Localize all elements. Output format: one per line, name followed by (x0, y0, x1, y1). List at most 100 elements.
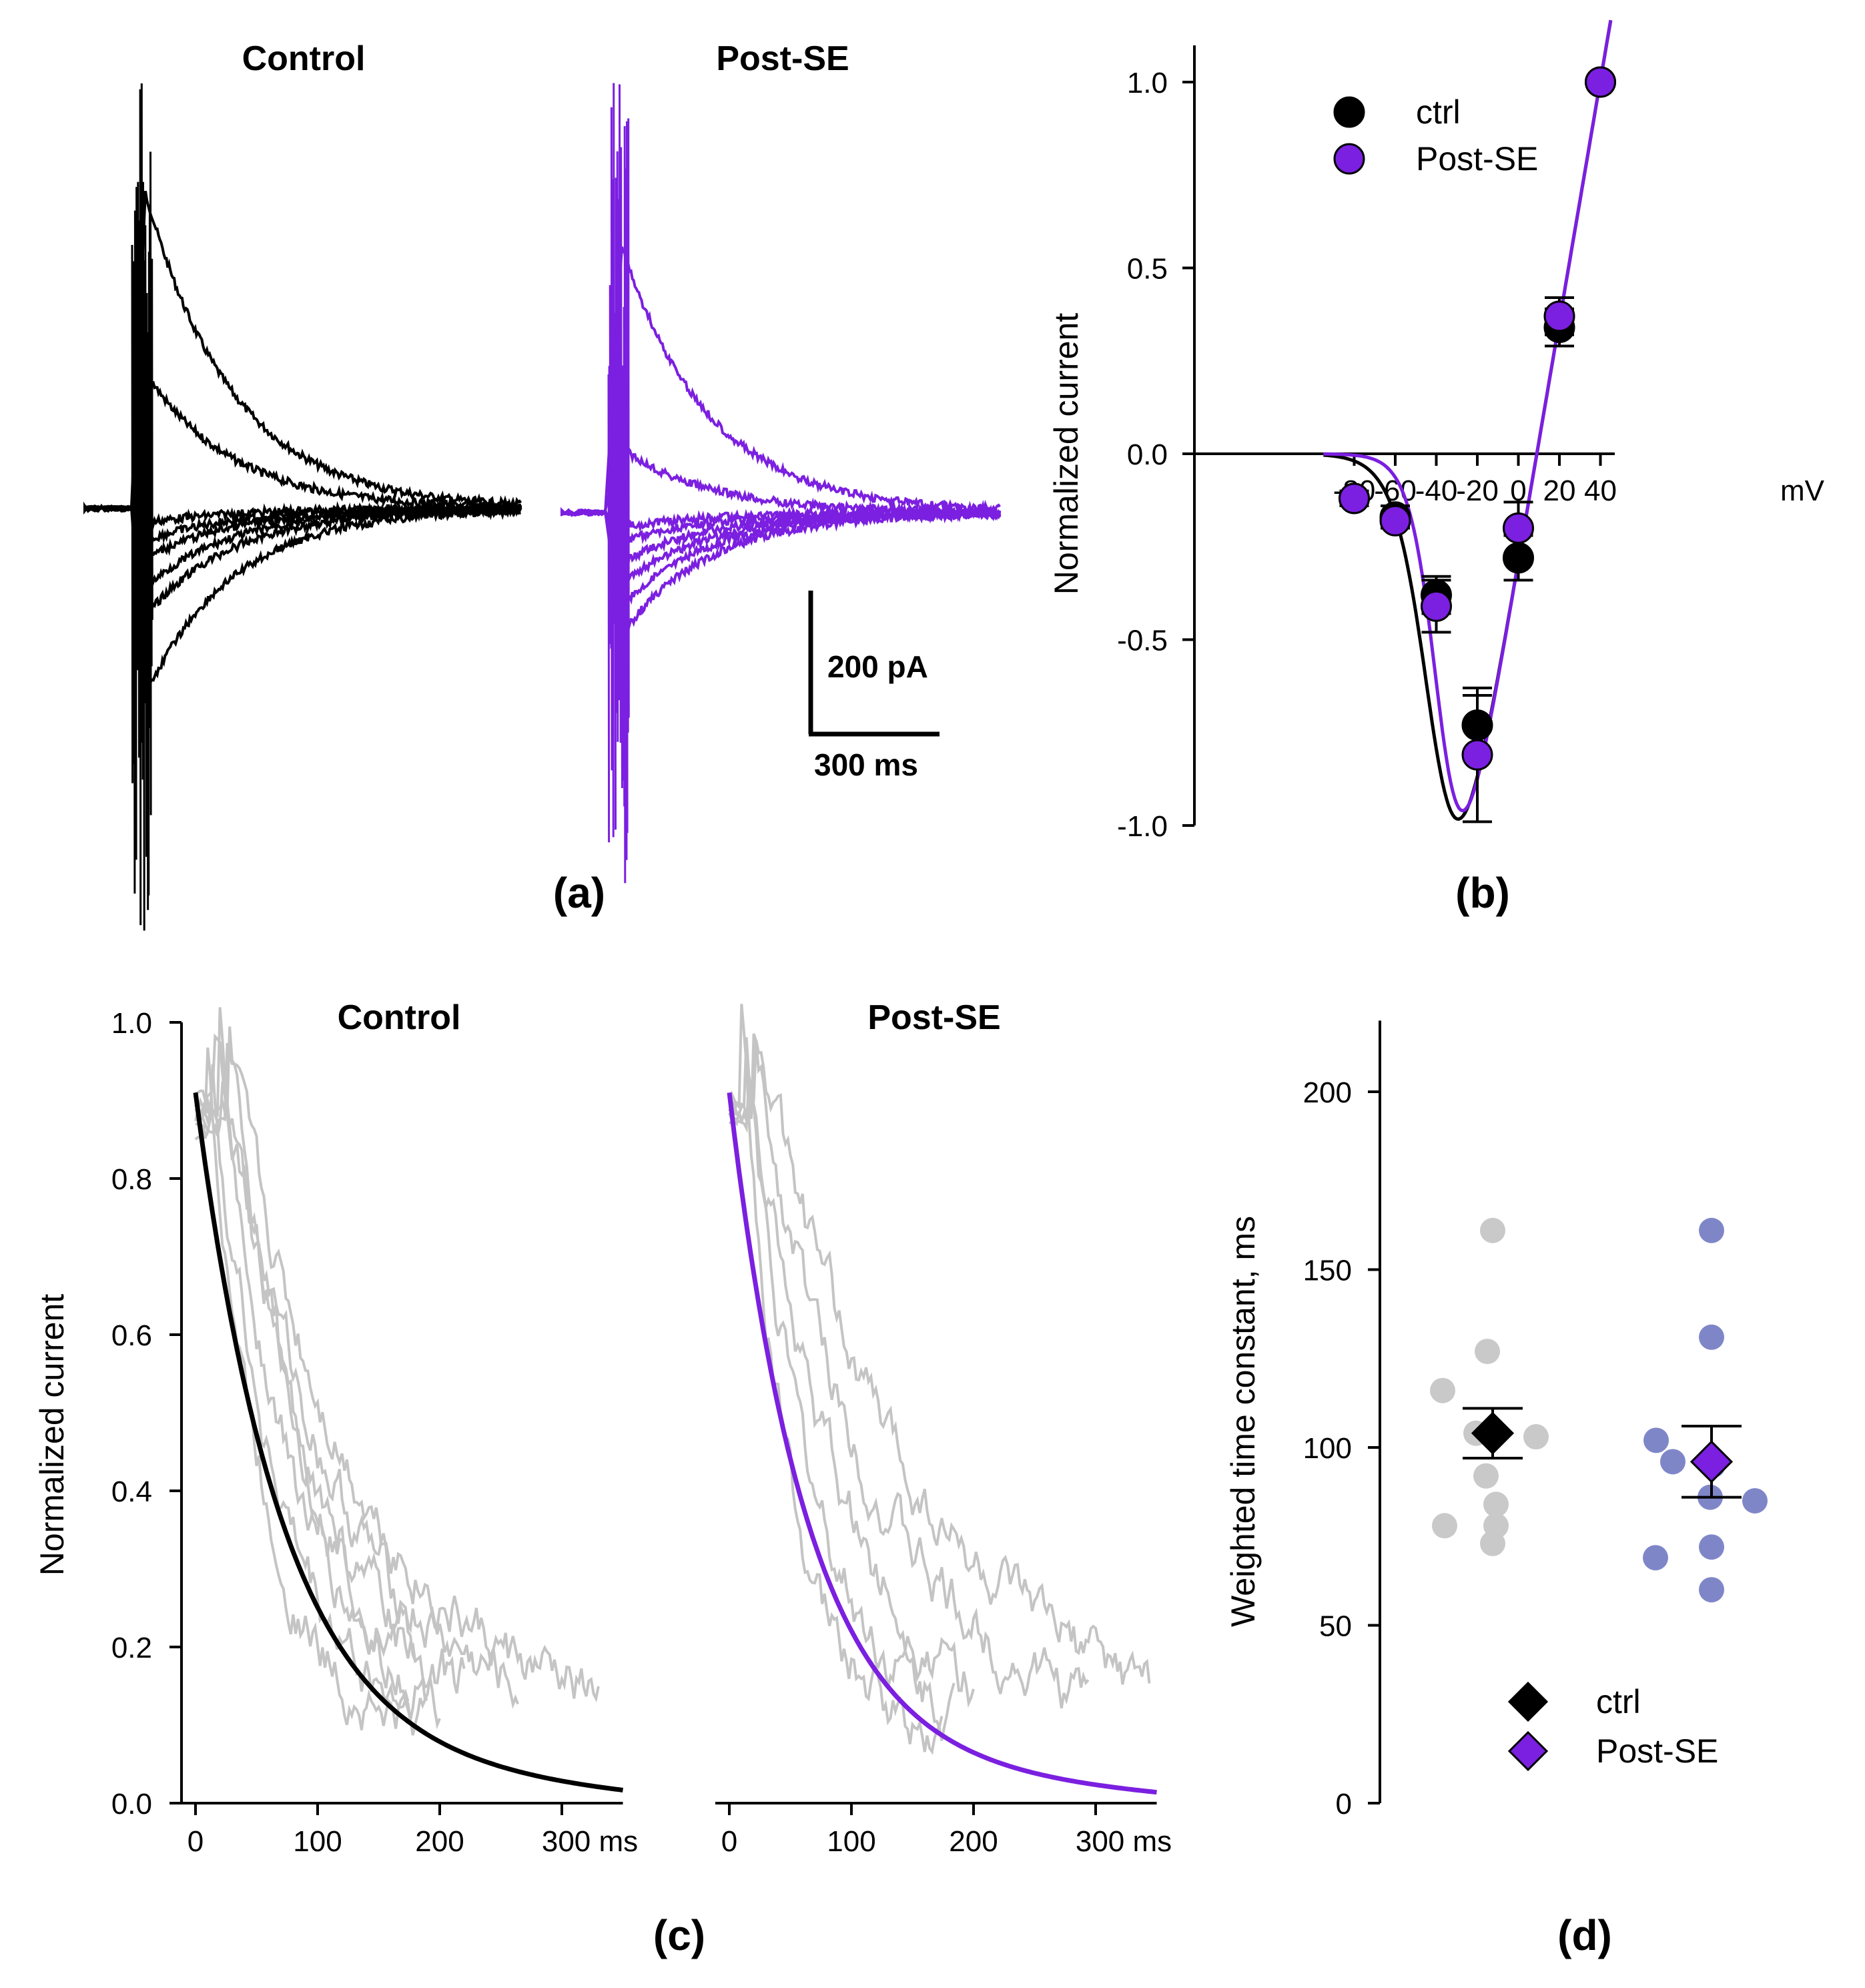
decay-left-xtick-label: 0 (188, 1825, 204, 1858)
decay-left-title: Control (338, 998, 461, 1037)
iv-data-points (1339, 66, 1616, 823)
panel-d-label: (d) (1557, 1911, 1612, 1959)
tau-ytick-label: 0 (1336, 1788, 1352, 1820)
tau-axes: 0 50 100 150 200 (1303, 1020, 1381, 1820)
tau-ytick-label: 200 (1303, 1076, 1352, 1109)
decay-ytick-label: 1.0 (111, 1007, 152, 1040)
iv-ytick-label: 0.5 (1127, 253, 1168, 286)
panel-c-label: (c) (653, 1911, 705, 1959)
iv-point-Post-SE (1421, 590, 1452, 622)
iv-legend: ctrl Post-SE (1333, 93, 1538, 178)
postse-trace-7 (561, 507, 1002, 638)
tau-data-points (1430, 1217, 1768, 1603)
postse-raw-traces (728, 1004, 1151, 1755)
decay-right-xtick-label: 200 (949, 1825, 998, 1858)
postse-stimulus-artifact (607, 83, 630, 884)
legend-ctrl-diamond (1507, 1681, 1549, 1722)
tau-ytick-label: 50 (1319, 1610, 1352, 1643)
iv-xtick-label: 40 (1584, 474, 1617, 507)
legend-ctrl-marker (1333, 96, 1365, 128)
legend-postse-label: Post-SE (1596, 1732, 1718, 1770)
Post-SE-tau-point (1699, 1577, 1724, 1603)
iv-xtick-label: -40 (1415, 474, 1458, 507)
legend-postse-label: Post-SE (1416, 140, 1538, 178)
ctrl-tau-point (1523, 1424, 1549, 1450)
decay-left-xtick-label: 100 (293, 1825, 342, 1858)
control-raw-traces (194, 1007, 600, 1736)
iv-point-Post-SE (1503, 512, 1534, 544)
control-raw-trace (194, 1026, 417, 1663)
ctrl-mean-diamond (1471, 1411, 1515, 1455)
ctrl-tau-point (1480, 1217, 1505, 1243)
iv-point-Post-SE (1339, 482, 1370, 515)
iv-point-Post-SE (1585, 66, 1616, 98)
Post-SE-tau-point (1660, 1449, 1686, 1475)
Post-SE-tau-point (1643, 1545, 1668, 1571)
iv-point-ctrl (1503, 542, 1534, 574)
iv-point-Post-SE (1379, 505, 1411, 537)
decay-ytick-label: 0.4 (111, 1475, 152, 1508)
panel-a: Control Post-SE 200 pA 300 ms (a) (83, 39, 1002, 931)
tau-ytick-label: 100 (1303, 1432, 1352, 1465)
postse-raw-trace (728, 1033, 1090, 1709)
ctrl-tau-point (1480, 1530, 1505, 1556)
control-raw-trace (194, 1080, 519, 1709)
decay-right-xtick-label: 300 ms (1076, 1825, 1172, 1858)
iv-xtick-label: -20 (1456, 474, 1499, 507)
decay-ytick-label: 0.8 (111, 1163, 152, 1196)
decay-ylabel: Normalized current (33, 1294, 71, 1576)
postse-trace-3 (561, 505, 1001, 549)
Post-SE-tau-point (1699, 1217, 1724, 1243)
control-current-traces (83, 83, 522, 931)
decay-left-xtick-label: 200 (415, 1825, 464, 1858)
iv-ytick-label: 0.0 (1127, 438, 1168, 471)
legend-ctrl-label: ctrl (1416, 93, 1461, 131)
ctrl-tau-point (1430, 1377, 1455, 1403)
decay-left-xtick-label: 300 ms (542, 1825, 638, 1858)
legend-postse-marker (1333, 143, 1365, 175)
scale-bar-time-label: 300 ms (814, 747, 918, 782)
legend-ctrl-label: ctrl (1596, 1683, 1641, 1720)
postse-raw-trace (728, 1037, 956, 1741)
postse-raw-trace (728, 1040, 1151, 1685)
decay-axes: 0.0 0.2 0.4 0.6 0.8 1.0 0 0 100 100 200 200 300 ms 30… (111, 1007, 1172, 1858)
postse-raw-trace (728, 1004, 944, 1755)
iv-ytick-label: 1.0 (1127, 67, 1168, 99)
iv-ytick-label: -0.5 (1117, 625, 1168, 657)
ctrl-tau-point (1473, 1463, 1499, 1489)
ctrl-tau-point (1475, 1339, 1500, 1365)
scale-bar-current-label: 200 pA (827, 649, 928, 684)
iv-xunit-label: mV (1780, 474, 1825, 507)
postse-raw-trace (728, 1079, 975, 1708)
decay-fit-curves (193, 1092, 1157, 1795)
iv-point-Post-SE (1461, 739, 1493, 771)
Post-SE-mean-diamond (1690, 1440, 1734, 1483)
iv-ylabel: Normalized current (1048, 313, 1085, 595)
decay-right-title: Post-SE (867, 998, 1000, 1037)
Post-SE-tau-point (1699, 1534, 1724, 1560)
tau-legend: ctrl Post-SE (1507, 1681, 1718, 1772)
control-raw-trace (194, 1042, 600, 1703)
decay-right-xtick-label: 0 (721, 1825, 737, 1858)
panel-a-left-title: Control (242, 39, 366, 78)
Post-SE-tau-point (1643, 1427, 1669, 1453)
ctrl-tau-point (1432, 1513, 1457, 1539)
control-raw-trace (194, 1007, 466, 1694)
decay-ytick-label: 0.2 (111, 1632, 152, 1664)
tau-ytick-label: 150 (1303, 1255, 1352, 1287)
scale-bar: 200 pA 300 ms (808, 591, 940, 782)
panel-b-label: (b) (1455, 869, 1510, 917)
panel-c: 0.0 0.2 0.4 0.6 0.8 1.0 0 0 100 100 200 200 300 ms 30… (33, 998, 1172, 1959)
panel-a-right-title: Post-SE (716, 39, 849, 78)
iv-fit-Post-SE (1323, 19, 1613, 813)
control-trace-1 (83, 370, 522, 515)
iv-point-ctrl (1461, 709, 1493, 741)
Post-SE-tau-point (1742, 1487, 1768, 1514)
iv-point-Post-SE (1543, 300, 1575, 332)
iv-ytick-label: -1.0 (1117, 810, 1168, 843)
decay-fit-Post-SE-fit (727, 1092, 1157, 1795)
legend-postse-diamond (1507, 1730, 1549, 1772)
